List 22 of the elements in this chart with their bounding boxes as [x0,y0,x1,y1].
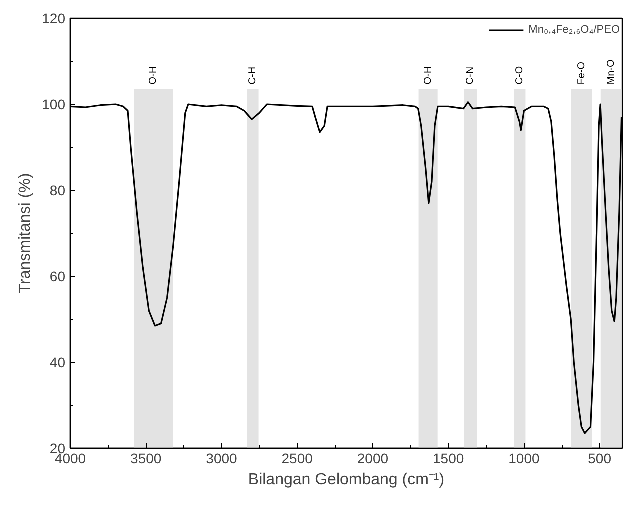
x-tick-label: 2000 [357,450,389,466]
y-tick-label: 40 [50,354,66,370]
band-label: Mn-O [606,60,617,85]
y-tick-label: 120 [42,10,66,26]
x-tick-label: 500 [588,450,612,466]
y-axis-title: Transmitansi (%) [17,173,34,294]
y-tick-label: 80 [50,182,66,198]
band-label: C-H [248,66,259,85]
x-tick-label: 3000 [206,450,238,466]
x-tick-label: 1500 [433,450,464,466]
band-label: O-H [422,66,434,85]
x-tick-label: 3500 [130,450,162,466]
x-tick-label: 1000 [508,450,540,466]
y-tick-label: 60 [50,268,66,284]
band-label: O-H [148,66,160,85]
band-label: C-N [465,66,476,85]
band-label: Fe-O [576,62,588,85]
band-label: C-O [514,66,526,85]
x-axis-title: Bilangan Gelombang (cm⁻¹) [248,472,445,488]
legend-label: Mn₀,₄Fe₂,₆O₄/PEO [528,24,620,36]
x-tick-label: 2500 [282,450,314,466]
y-tick-label: 100 [42,96,66,112]
